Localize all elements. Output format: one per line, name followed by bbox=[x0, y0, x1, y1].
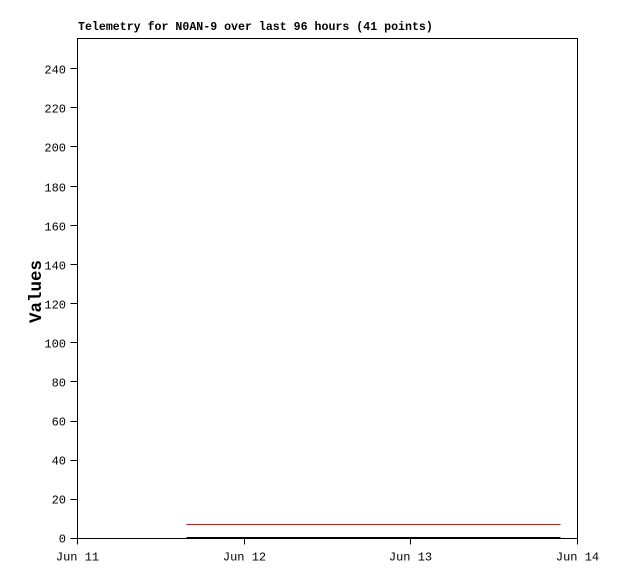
svg-text:0: 0 bbox=[59, 533, 66, 547]
svg-text:240: 240 bbox=[44, 64, 66, 78]
svg-text:200: 200 bbox=[44, 142, 66, 156]
svg-text:40: 40 bbox=[52, 455, 66, 469]
svg-text:20: 20 bbox=[52, 494, 66, 508]
svg-text:180: 180 bbox=[44, 182, 66, 196]
svg-text:Jun 14: Jun 14 bbox=[556, 551, 599, 565]
svg-text:60: 60 bbox=[52, 416, 66, 430]
svg-text:Jun 12: Jun 12 bbox=[223, 551, 266, 565]
svg-text:Jun 13: Jun 13 bbox=[389, 551, 432, 565]
svg-text:140: 140 bbox=[44, 260, 66, 274]
svg-text:220: 220 bbox=[44, 103, 66, 117]
svg-text:Jun 11: Jun 11 bbox=[56, 551, 99, 565]
svg-text:100: 100 bbox=[44, 338, 66, 352]
svg-text:120: 120 bbox=[44, 299, 66, 313]
svg-text:160: 160 bbox=[44, 221, 66, 235]
svg-text:80: 80 bbox=[52, 377, 66, 391]
